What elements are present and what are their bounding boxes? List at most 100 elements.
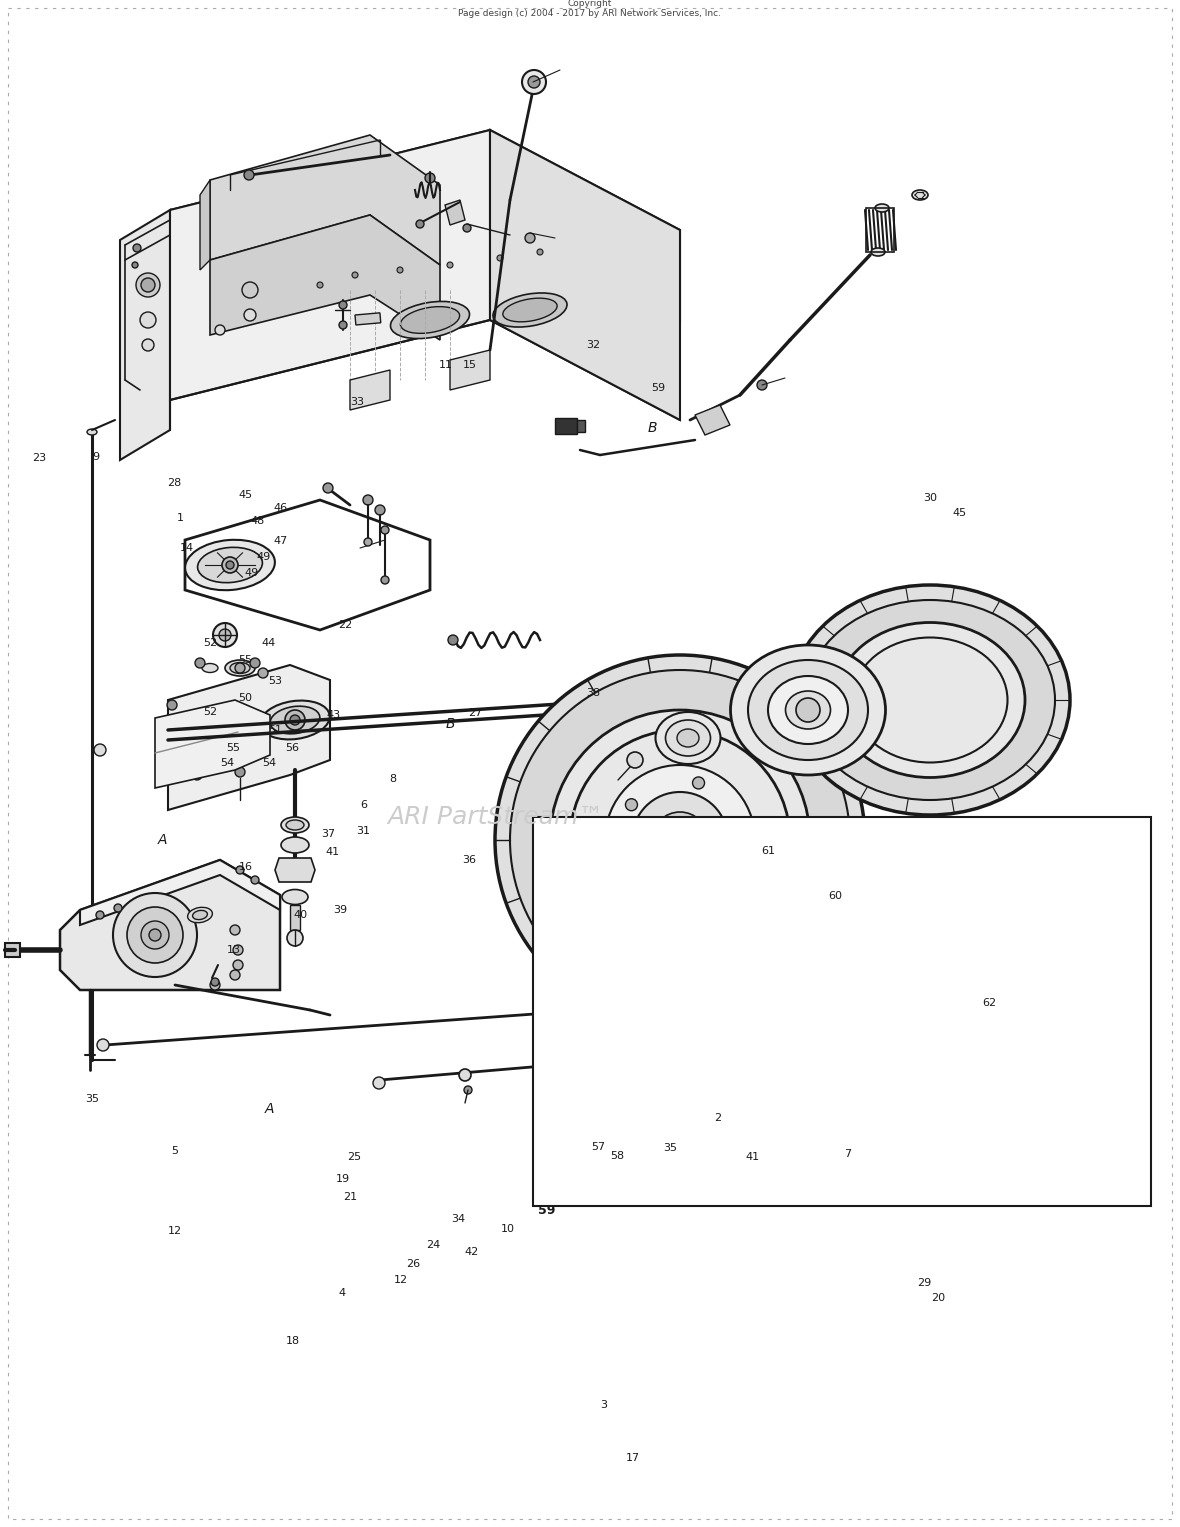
Text: 7: 7: [844, 1150, 851, 1159]
Bar: [290, 906, 300, 930]
Ellipse shape: [912, 189, 927, 200]
Text: 23: 23: [32, 454, 46, 463]
Text: 43: 43: [327, 710, 341, 719]
Ellipse shape: [400, 307, 460, 333]
Circle shape: [463, 224, 471, 232]
Text: 48: 48: [250, 516, 264, 525]
Circle shape: [510, 670, 850, 1009]
Circle shape: [230, 970, 240, 980]
Text: 38: 38: [586, 689, 601, 698]
Text: 39: 39: [333, 906, 347, 915]
Text: 16: 16: [238, 863, 253, 872]
Text: 56: 56: [286, 744, 300, 753]
Text: 22: 22: [339, 620, 353, 629]
Text: 30: 30: [923, 493, 937, 502]
Ellipse shape: [852, 637, 1008, 762]
Circle shape: [494, 655, 865, 1025]
Circle shape: [242, 282, 258, 298]
Circle shape: [381, 576, 389, 583]
Text: 12: 12: [394, 1275, 408, 1284]
Circle shape: [227, 728, 240, 741]
Circle shape: [522, 70, 546, 95]
Circle shape: [525, 234, 535, 243]
Ellipse shape: [789, 585, 1070, 815]
Circle shape: [219, 629, 231, 641]
Circle shape: [668, 828, 691, 852]
Bar: [866, 208, 894, 252]
Ellipse shape: [748, 660, 868, 760]
Circle shape: [142, 339, 155, 351]
Circle shape: [168, 699, 177, 710]
Polygon shape: [168, 664, 330, 809]
Circle shape: [222, 557, 238, 573]
Polygon shape: [450, 350, 490, 389]
Text: 60: 60: [828, 892, 843, 901]
Text: 41: 41: [326, 847, 340, 857]
Text: 52: 52: [203, 638, 217, 647]
Circle shape: [227, 560, 234, 570]
Text: A: A: [158, 832, 168, 847]
Text: 17: 17: [625, 1454, 640, 1463]
Circle shape: [396, 267, 404, 273]
Bar: [555, 418, 577, 434]
Polygon shape: [210, 215, 440, 341]
Polygon shape: [80, 860, 280, 925]
Polygon shape: [155, 699, 270, 788]
Circle shape: [230, 925, 240, 935]
Text: 54: 54: [262, 759, 276, 768]
Text: 59: 59: [538, 1205, 555, 1217]
Ellipse shape: [202, 664, 218, 672]
Text: 29: 29: [917, 1278, 931, 1287]
Text: 34: 34: [451, 1214, 465, 1223]
Polygon shape: [210, 134, 440, 266]
Circle shape: [527, 76, 540, 89]
Text: ARI PartStream™: ARI PartStream™: [387, 805, 604, 829]
Text: 33: 33: [350, 397, 365, 406]
Circle shape: [796, 698, 820, 722]
Circle shape: [214, 623, 237, 647]
Circle shape: [140, 312, 156, 328]
Ellipse shape: [493, 293, 568, 327]
Circle shape: [215, 325, 225, 334]
Text: 47: 47: [274, 536, 288, 545]
Circle shape: [734, 834, 746, 846]
Text: 35: 35: [85, 1095, 99, 1104]
Ellipse shape: [270, 705, 320, 734]
Ellipse shape: [503, 298, 557, 322]
Text: 10: 10: [500, 1225, 514, 1234]
Text: 42: 42: [465, 1248, 479, 1257]
Circle shape: [459, 1069, 471, 1081]
Circle shape: [232, 945, 243, 954]
Circle shape: [133, 244, 140, 252]
Text: 2: 2: [714, 1113, 721, 1122]
Ellipse shape: [768, 676, 848, 744]
Circle shape: [607, 1003, 617, 1012]
Text: 54: 54: [221, 759, 235, 768]
Text: 57: 57: [591, 1142, 605, 1151]
Circle shape: [258, 667, 268, 678]
Circle shape: [290, 715, 300, 725]
Circle shape: [251, 876, 258, 884]
Text: 51: 51: [268, 725, 282, 734]
Ellipse shape: [87, 429, 97, 435]
Text: 53: 53: [268, 676, 282, 686]
Text: 21: 21: [343, 1193, 358, 1202]
Polygon shape: [695, 405, 730, 435]
Ellipse shape: [185, 539, 275, 591]
Circle shape: [136, 273, 160, 296]
Circle shape: [570, 730, 789, 950]
Circle shape: [627, 751, 643, 768]
Ellipse shape: [197, 547, 262, 583]
Ellipse shape: [391, 301, 470, 339]
Ellipse shape: [261, 701, 329, 739]
Circle shape: [632, 793, 728, 889]
Bar: [355, 313, 381, 325]
Text: 32: 32: [586, 341, 601, 350]
Circle shape: [244, 169, 254, 180]
Text: 11: 11: [439, 360, 453, 370]
Circle shape: [210, 980, 219, 989]
Ellipse shape: [805, 600, 1055, 800]
Circle shape: [97, 1038, 109, 1051]
Circle shape: [758, 380, 767, 389]
Circle shape: [113, 893, 197, 977]
